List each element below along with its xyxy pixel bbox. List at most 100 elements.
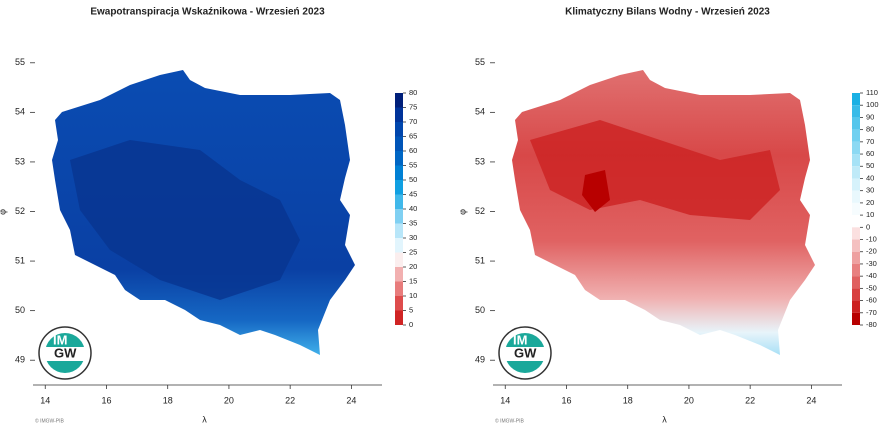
colorbar-cell [395,194,403,209]
colorbar-label: 60 [866,149,874,158]
x-tick-label: 22 [285,395,295,405]
colorbar-label: 80 [866,125,874,134]
colorbar-cell [852,141,860,155]
colorbar-cell [852,300,860,313]
colorbar-cell [395,281,403,296]
x-tick-label: 16 [101,395,111,405]
colorbar-cell [395,180,403,195]
colorbar-label: 70 [409,117,417,126]
colorbar-label: 110 [866,88,878,97]
colorbar-label: 30 [409,233,417,242]
x-tick-label: 22 [745,395,755,405]
y-tick-label: 50 [475,305,485,315]
colorbar-label: 30 [866,186,874,195]
colorbar-cell [852,117,860,130]
colorbar-cell [395,252,403,267]
colorbar-cell [852,129,860,142]
colorbar-label: -30 [866,259,877,268]
colorbar-label: 90 [866,112,874,121]
colorbar-label: 20 [866,198,874,207]
y-tick-label: 55 [475,57,485,67]
y-tick-label: 54 [15,107,25,117]
y-tick-label: 49 [475,355,485,365]
y-axis-label: φ [457,209,467,215]
colorbar-cell [395,296,403,311]
y-tick-label: 50 [15,305,25,315]
colorbar-cell [395,151,403,166]
x-tick-label: 14 [500,395,510,405]
colorbar-label: 65 [409,131,417,140]
colorbar-label: -10 [866,235,877,244]
colorbar-label: 5 [409,305,413,314]
y-tick-label: 52 [15,206,25,216]
colorbar-label: 25 [409,247,417,256]
colorbar-label: 60 [409,146,417,155]
colorbar-cell [852,190,860,203]
colorbar-label: 50 [409,175,417,184]
colorbar-label: 55 [409,160,417,169]
x-tick-label: 18 [163,395,173,405]
colorbar-label: 80 [409,88,417,97]
map-title: Ewapotranspiracja Wskaźnikowa - Wrzesień… [90,7,325,18]
colorbar-label: -80 [866,320,877,329]
colorbar-label: 0 [409,320,413,329]
colorbar-cell [395,209,403,224]
colorbar-label: 40 [866,173,874,182]
colorbar-label: 70 [866,137,874,146]
colorbar-cell [395,136,403,151]
y-tick-label: 55 [15,57,25,67]
colorbar-cell [852,288,860,301]
region-shade [582,170,610,212]
colorbar-label: 0 [866,222,870,231]
colorbar-label: 40 [409,204,417,213]
colorbar-label: 35 [409,218,417,227]
colorbar-cell [852,93,860,106]
colorbar-label: -60 [866,296,877,305]
colorbar-label: 20 [409,262,417,271]
colorbar-cell [395,122,403,137]
colorbar-label: 50 [866,161,874,170]
y-tick-label: 53 [15,156,25,166]
colorbar-label: -20 [866,247,877,256]
credit: © IMGW-PIB [35,417,65,424]
colorbar-label: -70 [866,308,877,317]
colorbar-label: 45 [409,189,417,198]
colorbar-cell [852,263,860,277]
colorbar-label: 10 [866,210,874,219]
colorbar-label: -50 [866,283,877,292]
y-tick-label: 54 [475,107,485,117]
colorbar-cell [852,215,860,228]
colorbar-cell [395,165,403,180]
colorbar-label: 10 [409,291,417,300]
map-title: Klimatyczny Bilans Wodny - Wrzesień 2023 [565,7,770,18]
colorbar-cell [852,202,860,216]
y-tick-label: 53 [475,156,485,166]
y-tick-label: 51 [15,255,25,265]
x-tick-label: 20 [224,395,234,405]
colorbar-cell [852,166,860,179]
colorbar-cell [395,93,403,108]
colorbar-cell [395,223,403,238]
colorbar-cell [852,178,860,191]
poland-region [512,70,815,355]
colorbar-label: 100 [866,100,879,109]
x-axis-label: λ [202,414,207,424]
colorbar-label: -40 [866,271,877,280]
colorbar-cell [852,227,860,240]
colorbar-label: 75 [409,102,417,111]
colorbar-cell [852,154,860,167]
x-tick-label: 18 [623,395,633,405]
colorbar-cell [395,310,403,325]
y-tick-label: 51 [475,255,485,265]
credit: © IMGW-PIB [495,417,525,424]
x-tick-label: 16 [561,395,571,405]
colorbar-cell [395,267,403,282]
y-tick-label: 52 [475,206,485,216]
colorbar-cell [852,105,860,118]
x-axis-label: λ [662,414,667,424]
x-tick-label: 20 [684,395,694,405]
logo [38,326,92,380]
x-tick-label: 24 [806,395,816,405]
y-axis-label: φ [0,209,7,215]
